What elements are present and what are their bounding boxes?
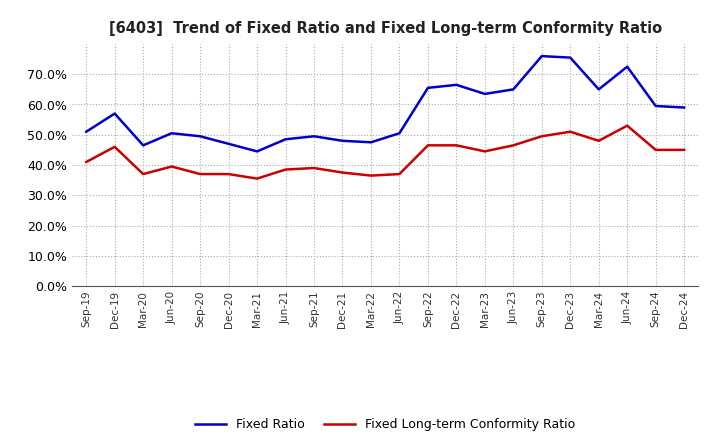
Fixed Long-term Conformity Ratio: [82, 159, 91, 165]
Fixed Long-term Conformity Ratio: [509, 143, 518, 148]
Fixed Long-term Conformity Ratio: [452, 143, 461, 148]
Fixed Ratio: [537, 53, 546, 59]
Fixed Ratio: [652, 103, 660, 109]
Fixed Ratio: [110, 111, 119, 116]
Fixed Ratio: [423, 85, 432, 91]
Fixed Ratio: [338, 138, 347, 143]
Fixed Ratio: [480, 91, 489, 96]
Fixed Ratio: [82, 129, 91, 134]
Line: Fixed Long-term Conformity Ratio: Fixed Long-term Conformity Ratio: [86, 126, 684, 179]
Fixed Ratio: [509, 87, 518, 92]
Fixed Long-term Conformity Ratio: [196, 172, 204, 177]
Fixed Ratio: [167, 131, 176, 136]
Fixed Long-term Conformity Ratio: [480, 149, 489, 154]
Fixed Ratio: [595, 87, 603, 92]
Legend: Fixed Ratio, Fixed Long-term Conformity Ratio: Fixed Ratio, Fixed Long-term Conformity …: [195, 418, 575, 431]
Fixed Long-term Conformity Ratio: [395, 172, 404, 177]
Fixed Long-term Conformity Ratio: [167, 164, 176, 169]
Fixed Long-term Conformity Ratio: [566, 129, 575, 134]
Fixed Long-term Conformity Ratio: [225, 172, 233, 177]
Fixed Long-term Conformity Ratio: [537, 134, 546, 139]
Fixed Ratio: [196, 134, 204, 139]
Fixed Long-term Conformity Ratio: [139, 172, 148, 177]
Fixed Long-term Conformity Ratio: [110, 144, 119, 150]
Fixed Long-term Conformity Ratio: [253, 176, 261, 181]
Fixed Ratio: [452, 82, 461, 88]
Fixed Ratio: [623, 64, 631, 70]
Fixed Long-term Conformity Ratio: [423, 143, 432, 148]
Fixed Ratio: [225, 141, 233, 147]
Fixed Long-term Conformity Ratio: [310, 165, 318, 171]
Fixed Ratio: [310, 134, 318, 139]
Fixed Ratio: [366, 139, 375, 145]
Fixed Long-term Conformity Ratio: [338, 170, 347, 175]
Fixed Ratio: [253, 149, 261, 154]
Fixed Ratio: [395, 131, 404, 136]
Fixed Long-term Conformity Ratio: [652, 147, 660, 153]
Title: [6403]  Trend of Fixed Ratio and Fixed Long-term Conformity Ratio: [6403] Trend of Fixed Ratio and Fixed Lo…: [109, 21, 662, 36]
Fixed Long-term Conformity Ratio: [366, 173, 375, 178]
Line: Fixed Ratio: Fixed Ratio: [86, 56, 684, 151]
Fixed Long-term Conformity Ratio: [623, 123, 631, 128]
Fixed Long-term Conformity Ratio: [595, 138, 603, 143]
Fixed Long-term Conformity Ratio: [282, 167, 290, 172]
Fixed Ratio: [680, 105, 688, 110]
Fixed Ratio: [282, 137, 290, 142]
Fixed Ratio: [566, 55, 575, 60]
Fixed Long-term Conformity Ratio: [680, 147, 688, 153]
Fixed Ratio: [139, 143, 148, 148]
